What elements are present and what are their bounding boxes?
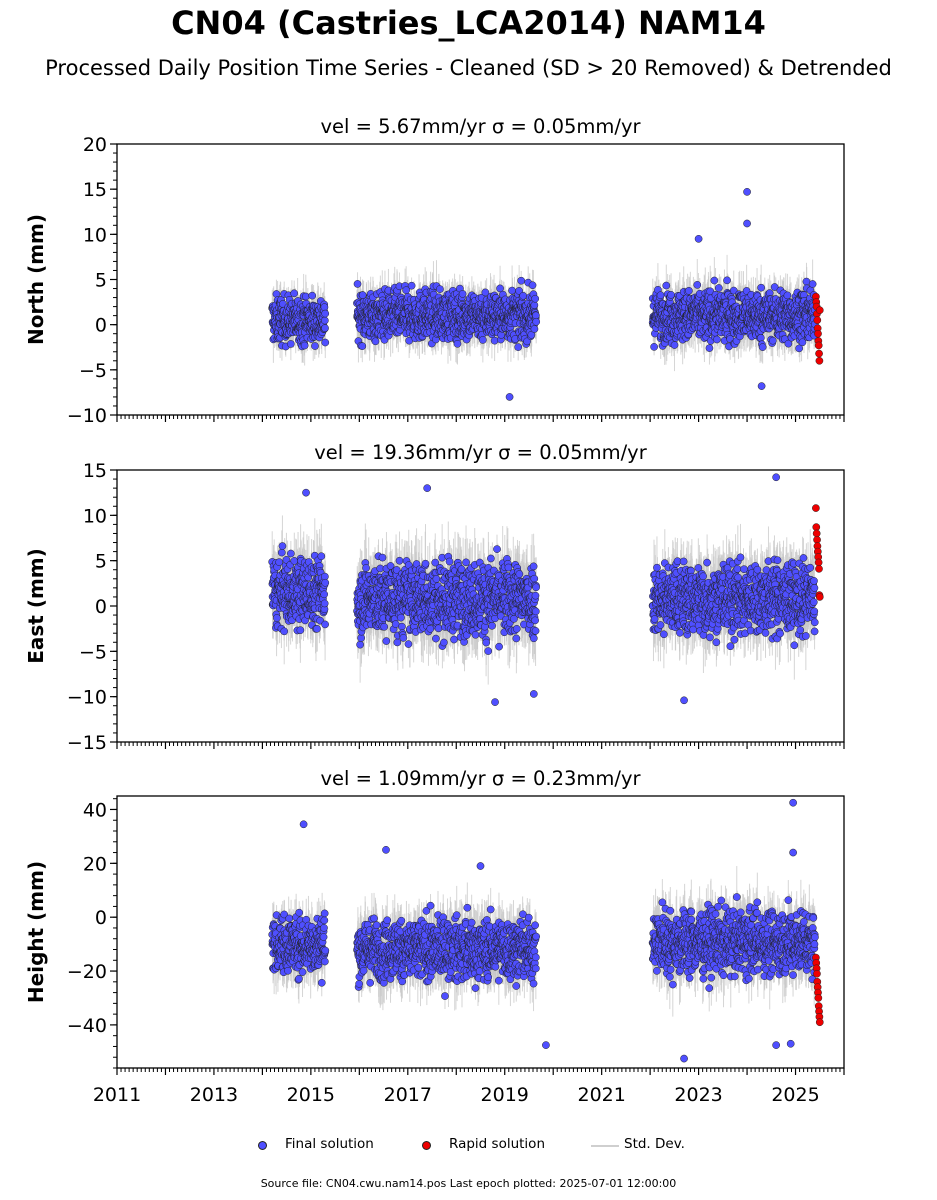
north-final-point: [481, 288, 490, 297]
north-final-point: [670, 341, 679, 349]
north-final-point: [705, 344, 714, 352]
north-ytick-label: 5: [95, 270, 107, 292]
north-final-point: [505, 393, 514, 401]
north-rapid-point: [814, 329, 822, 338]
north-final-point: [650, 343, 658, 351]
north-final-point: [321, 316, 329, 325]
north-final-point: [515, 287, 523, 295]
north-final-point: [768, 336, 777, 345]
north-final-point: [436, 285, 444, 293]
north-ytick-label: 0: [95, 315, 107, 337]
north-final-point: [694, 235, 703, 243]
north-final-point: [519, 291, 528, 300]
north-final-point: [662, 281, 671, 290]
north-frame: [116, 143, 845, 416]
north-final-point: [710, 276, 719, 285]
north-final-point: [758, 343, 767, 351]
north-final-point: [743, 219, 751, 228]
north-final-point: [523, 337, 531, 346]
north-final-point: [757, 283, 765, 292]
north-final-point: [531, 294, 540, 303]
east-plot-area: [268, 473, 824, 706]
north-final-point: [713, 335, 721, 344]
north-final-point: [308, 291, 317, 300]
north-final-point: [496, 284, 504, 293]
north-final-point: [530, 325, 539, 333]
north-rapid-point: [815, 349, 823, 358]
north-final-point: [497, 331, 506, 339]
north-ytick-label: 10: [83, 224, 107, 246]
north-final-point: [514, 343, 523, 351]
north-final-point: [287, 340, 295, 348]
north-final-point: [656, 291, 665, 300]
north-final-point: [407, 281, 416, 290]
north-rapid-point: [813, 316, 822, 324]
north-rapid-point: [815, 306, 824, 315]
north-final-point: [757, 334, 765, 342]
north-final-point: [770, 283, 779, 291]
north-final-point: [321, 309, 330, 318]
north-final-point: [693, 281, 702, 289]
north-title: vel = 5.67mm/yr σ = 0.05mm/yr: [320, 115, 641, 138]
north-final-point: [517, 276, 526, 285]
north-final-point: [453, 339, 462, 348]
north-final-point: [723, 276, 731, 285]
north-final-point: [358, 342, 367, 350]
north-final-point: [353, 280, 362, 288]
page-subtitle: Processed Daily Position Time Series - C…: [45, 56, 892, 80]
north-final-point: [528, 281, 537, 290]
north-final-point: [532, 317, 541, 326]
north-final-point: [320, 303, 329, 312]
north-final-point: [530, 301, 539, 309]
north-panel: 20 15 10 5 0 −5 −10 vel = 5.67mm/yr σ = 0.05mm/…: [24, 115, 845, 427]
north-final-point: [729, 286, 738, 295]
north-final-point: [371, 337, 380, 346]
north-final-point: [685, 286, 693, 295]
north-final-point: [798, 338, 807, 347]
page-title: CN04 (Castries_LCA2014) NAM14: [171, 4, 766, 42]
north-final-point: [478, 336, 487, 344]
north-plot-area: [268, 188, 824, 401]
north-final-point: [757, 382, 766, 390]
north-final-point: [667, 291, 675, 299]
north-ytick-label: 15: [83, 179, 107, 201]
north-ylabel: North (mm): [24, 214, 48, 345]
north-ytick-label: 20: [83, 134, 107, 156]
north-final-point: [783, 291, 792, 300]
north-final-point: [290, 289, 299, 298]
north-final-point: [321, 338, 330, 347]
north-final-point: [311, 342, 319, 350]
north-final-point: [808, 280, 817, 288]
north-final-point: [300, 341, 309, 350]
north-ytick-label: −5: [79, 360, 107, 382]
north-final-point: [321, 324, 329, 332]
north-rapid-point: [815, 356, 824, 365]
north-ytick-label: −10: [67, 405, 107, 427]
north-final-point: [301, 292, 310, 301]
north-final-point: [784, 339, 793, 348]
north-final-point: [458, 290, 467, 298]
north-final-point: [743, 188, 751, 196]
north-rapid-point: [814, 341, 823, 350]
north-final-point: [795, 344, 803, 353]
north-final-point: [714, 284, 723, 292]
